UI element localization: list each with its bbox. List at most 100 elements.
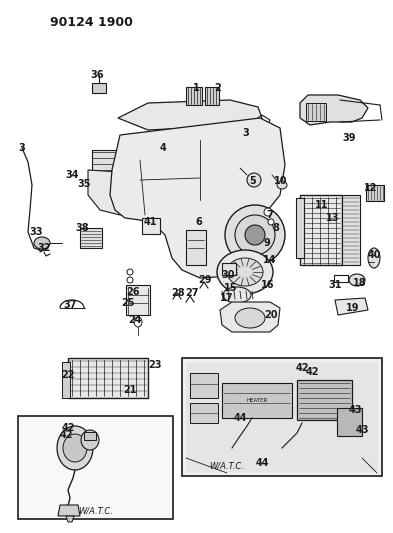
Polygon shape (88, 170, 145, 215)
Text: 34: 34 (65, 170, 79, 180)
Text: 23: 23 (148, 360, 162, 370)
Ellipse shape (349, 274, 365, 286)
Text: 44: 44 (233, 413, 247, 423)
Text: 6: 6 (196, 217, 202, 227)
Text: 19: 19 (346, 303, 360, 313)
Text: 43: 43 (348, 405, 362, 415)
Polygon shape (118, 100, 262, 135)
Polygon shape (66, 516, 74, 522)
Text: 33: 33 (29, 227, 43, 237)
Bar (222, 383, 292, 418)
Ellipse shape (268, 219, 274, 225)
Text: 29: 29 (198, 275, 212, 285)
Bar (366, 185, 384, 201)
Text: 42: 42 (295, 363, 309, 373)
Ellipse shape (127, 277, 133, 283)
Bar (297, 380, 352, 420)
Text: 26: 26 (126, 287, 140, 297)
Bar (306, 103, 326, 121)
Text: 36: 36 (90, 70, 104, 80)
Text: 7: 7 (266, 210, 274, 220)
Text: 16: 16 (261, 280, 275, 290)
Bar (190, 403, 218, 423)
Text: 38: 38 (75, 223, 89, 233)
Ellipse shape (134, 317, 142, 327)
Bar (80, 228, 102, 248)
Text: W/A.T.C.: W/A.T.C. (78, 506, 113, 515)
Text: 15: 15 (224, 283, 238, 293)
Text: 9: 9 (264, 238, 270, 248)
Text: 2: 2 (215, 83, 221, 93)
Text: 3: 3 (18, 143, 26, 153)
Text: 25: 25 (121, 298, 135, 308)
Ellipse shape (225, 205, 285, 265)
Ellipse shape (277, 181, 287, 189)
Ellipse shape (63, 434, 87, 462)
Bar (186, 87, 202, 105)
Polygon shape (335, 298, 368, 315)
Text: 8: 8 (273, 223, 279, 233)
Ellipse shape (57, 426, 93, 470)
Bar (68, 358, 148, 398)
Bar (342, 195, 360, 265)
Bar (62, 362, 70, 398)
Bar (142, 218, 160, 234)
Text: 20: 20 (264, 310, 278, 320)
Text: 41: 41 (143, 217, 157, 227)
Text: HEATER: HEATER (246, 399, 268, 403)
Text: 28: 28 (171, 288, 185, 298)
Ellipse shape (235, 308, 265, 328)
Bar (84, 432, 96, 440)
Text: 21: 21 (123, 385, 137, 395)
Text: 1: 1 (193, 83, 199, 93)
Text: W/A.T.C.: W/A.T.C. (209, 462, 244, 471)
Ellipse shape (127, 269, 133, 275)
Bar (186, 362, 378, 472)
Bar (92, 150, 120, 172)
Text: 10: 10 (274, 176, 288, 186)
Ellipse shape (264, 208, 272, 216)
Polygon shape (110, 118, 285, 278)
Ellipse shape (235, 215, 275, 255)
Polygon shape (220, 302, 280, 332)
Text: 32: 32 (37, 243, 51, 253)
Text: 42: 42 (59, 430, 73, 440)
Text: 24: 24 (128, 315, 142, 325)
Text: 42: 42 (61, 423, 75, 433)
Text: 5: 5 (250, 176, 256, 186)
Polygon shape (300, 95, 368, 125)
Bar (337, 408, 362, 436)
Text: 43: 43 (355, 425, 369, 435)
Ellipse shape (245, 225, 265, 245)
Ellipse shape (81, 430, 99, 450)
Bar (92, 83, 106, 93)
Polygon shape (58, 505, 80, 516)
Bar (190, 373, 218, 398)
Ellipse shape (227, 258, 263, 286)
Text: 22: 22 (61, 370, 75, 380)
Bar (300, 195, 342, 265)
Text: 17: 17 (220, 293, 234, 303)
Text: 30: 30 (221, 270, 235, 280)
Bar (222, 263, 236, 275)
Text: 14: 14 (263, 255, 277, 265)
Text: 13: 13 (326, 213, 340, 223)
Text: 44: 44 (255, 458, 269, 468)
Text: 42: 42 (305, 367, 319, 377)
Text: 90124 1900: 90124 1900 (50, 16, 133, 29)
Text: 40: 40 (367, 250, 381, 260)
Text: 31: 31 (328, 280, 342, 290)
Text: 4: 4 (160, 143, 166, 153)
Bar (18, 416, 173, 519)
Ellipse shape (217, 250, 273, 294)
Bar (205, 87, 219, 105)
Ellipse shape (34, 237, 50, 249)
Text: 11: 11 (315, 200, 329, 210)
Text: 27: 27 (185, 288, 199, 298)
Ellipse shape (247, 173, 261, 187)
Text: 37: 37 (63, 300, 77, 310)
Text: 35: 35 (77, 179, 91, 189)
Text: 3: 3 (242, 128, 250, 138)
Bar (296, 198, 304, 258)
Text: 18: 18 (353, 278, 367, 288)
